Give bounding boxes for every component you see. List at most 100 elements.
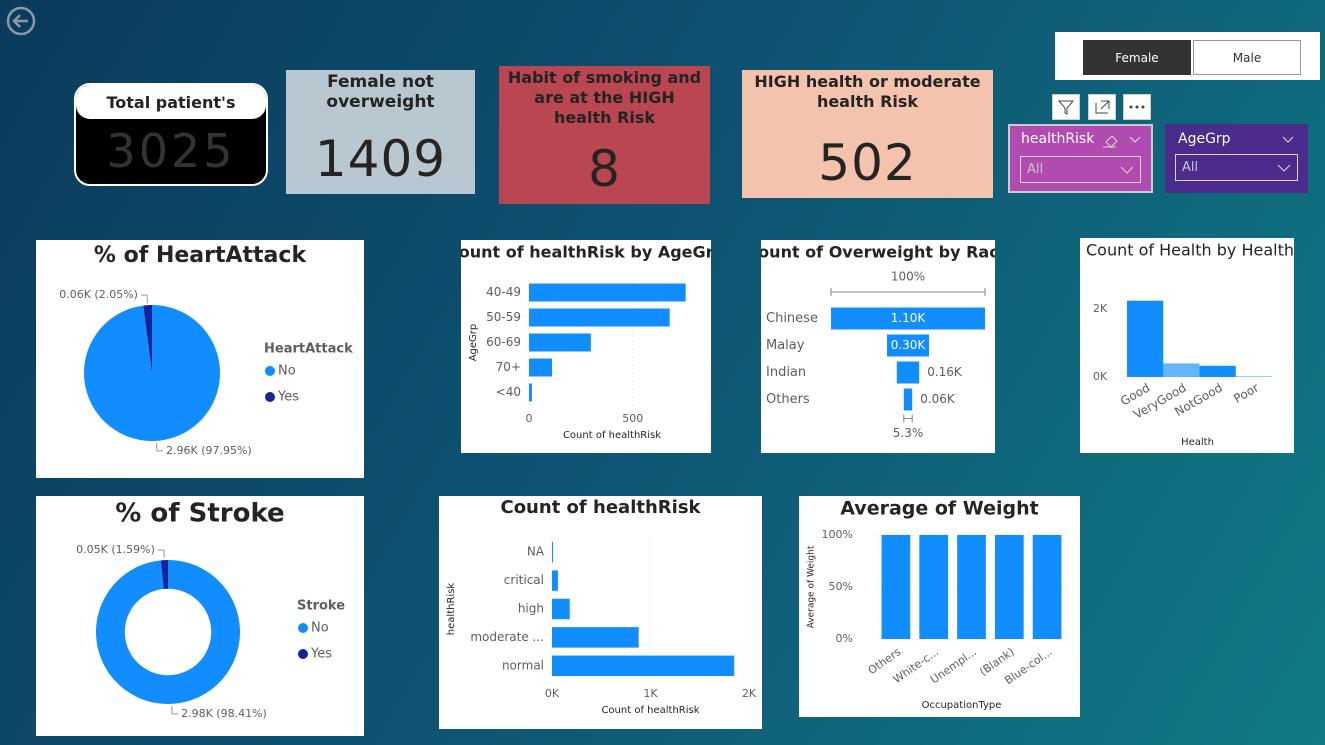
- chart-panel: Count of healthRisk by AgeGrp 0 500 40-49 50…: [461, 240, 711, 453]
- area-step: [1127, 300, 1164, 377]
- bar: [552, 570, 558, 591]
- kpi-value: 1409: [314, 130, 447, 188]
- legend-title: Stroke: [297, 599, 345, 614]
- data-label: 2.98K (98.41%): [181, 707, 267, 720]
- bar: [957, 535, 986, 639]
- category-label: Indian: [766, 365, 806, 380]
- slicer-value: All: [1027, 162, 1044, 177]
- chart-panel: Count of Health by Health 0K 2K Good VeryGoo…: [1080, 238, 1294, 453]
- bar: [994, 535, 1024, 639]
- slicer[interactable]: healthRisk All: [1008, 124, 1153, 193]
- legend-label: Yes: [310, 647, 332, 662]
- funnel-bracket: [903, 414, 913, 423]
- y-tick-label: 40-49: [486, 285, 521, 299]
- slice: [83, 305, 220, 441]
- chart: Count of Health by Health0K2KGoodVeryGoo…: [1086, 241, 1294, 449]
- legend-marker: [265, 366, 275, 376]
- slicer-icons: [1103, 135, 1141, 148]
- y-tick-label: 100%: [822, 528, 853, 541]
- funnel-bar: [896, 361, 920, 384]
- bar: [552, 598, 570, 620]
- more-icon[interactable]: [1123, 94, 1151, 120]
- bar: [529, 358, 553, 377]
- y-tick-label: high: [518, 602, 544, 616]
- y-axis-title: healthRisk: [446, 583, 457, 636]
- slice: [143, 305, 152, 373]
- bar: [552, 655, 735, 677]
- funnel-bar: [831, 307, 985, 330]
- x-axis-title: OccupationType: [922, 700, 1002, 711]
- legend-label: Yes: [277, 390, 299, 405]
- slicer-title: AgeGrp: [1178, 131, 1231, 147]
- filter-icon[interactable]: [1052, 94, 1080, 120]
- chart: Count of healthRisk 0K 1K 2K NA critical high m…: [446, 497, 757, 716]
- gender-toggle: Female Male: [1055, 32, 1320, 80]
- chart-title: Count of healthRisk by AgeGrp: [461, 243, 711, 262]
- leader-line: [156, 442, 164, 452]
- toggle-button[interactable]: Male: [1193, 40, 1301, 75]
- x-tick-label: Poor: [1231, 380, 1261, 405]
- chart-title: Count of healthRisk: [500, 497, 701, 518]
- bar: [552, 541, 553, 563]
- bar: [881, 535, 911, 639]
- y-tick-label: 0%: [836, 632, 853, 645]
- bar: [529, 308, 670, 327]
- kpi-title: Total patient's: [76, 85, 266, 119]
- leader-line: [157, 549, 165, 559]
- kpi-value: 502: [818, 134, 917, 192]
- x-axis-title: Count of healthRisk: [563, 430, 661, 441]
- legend-marker: [265, 392, 275, 402]
- x-tick-label: 2K: [742, 687, 757, 700]
- legend-marker: [298, 623, 308, 633]
- y-tick-label: 2K: [1093, 302, 1108, 315]
- chart-title: Count of Health by Health: [1086, 241, 1294, 260]
- chart-title: Count of Overweight by Race: [761, 243, 995, 262]
- funnel-bar: [903, 388, 913, 411]
- y-tick-label: moderate ...: [470, 630, 544, 644]
- focus-icon[interactable]: [1088, 94, 1116, 120]
- chart-panel: % of Stroke 2.98K (98.41%) 0.05K (1.59%) St…: [36, 496, 364, 736]
- slicer[interactable]: AgeGrp All: [1165, 124, 1308, 193]
- chart-panel: Count of Overweight by Race 100% Chinese 1.…: [761, 240, 995, 453]
- data-label: 1.10K: [891, 311, 927, 325]
- legend-label: No: [311, 621, 329, 636]
- data-label: 0.06K (2.05%): [59, 288, 138, 301]
- legend-marker: [298, 649, 308, 659]
- data-label: 0.06K: [920, 392, 956, 406]
- funnel-bracket: [830, 288, 986, 296]
- slicer-icons: [1282, 136, 1294, 143]
- y-tick-label: critical: [504, 573, 544, 587]
- legend-title: HeartAttack: [264, 342, 353, 357]
- data-label: 0.30K: [891, 338, 927, 352]
- slicer-dropdown[interactable]: All: [1020, 156, 1141, 183]
- bar: [529, 283, 686, 302]
- funnel-bar: [887, 334, 929, 357]
- y-tick-label: NA: [527, 545, 545, 559]
- x-tick-label: 1K: [643, 687, 658, 700]
- leader-line: [171, 705, 179, 715]
- kpi-title: Female not overweight: [326, 72, 435, 112]
- kpi-card: Total patient's 3025: [74, 83, 268, 186]
- chart-panel: % of HeartAttack 2.96K (97.95%) 0.06K (2.0…: [36, 240, 364, 478]
- bar: [552, 627, 639, 648]
- y-tick-label: 50-59: [486, 310, 521, 324]
- kpi-title: HIGH health or moderate health Risk: [754, 72, 981, 111]
- chart: Average of Weight0%50%100%OthersWhite-c.…: [807, 498, 1066, 711]
- chart: Count of healthRisk by AgeGrp 0 500 40-49 50…: [461, 243, 711, 442]
- back-button[interactable]: [5, 5, 37, 37]
- slicer-title: healthRisk: [1021, 131, 1095, 147]
- area-step: [1199, 365, 1236, 377]
- slicer-dropdown[interactable]: All: [1175, 154, 1298, 181]
- bar: [529, 383, 532, 402]
- toggle-button[interactable]: Female: [1083, 40, 1191, 75]
- chart-title: % of HeartAttack: [94, 243, 308, 268]
- data-label: 0.16K: [927, 365, 963, 379]
- chart: Count of Overweight by Race 100% Chinese 1.…: [761, 243, 995, 441]
- area-step: [1163, 363, 1200, 377]
- y-tick-label: 0K: [1093, 370, 1108, 383]
- x-axis-title: Count of healthRisk: [601, 705, 699, 716]
- kpi-card: HIGH health or moderate health Risk 502: [742, 70, 993, 198]
- y-axis-title: AgeGrp: [468, 324, 479, 362]
- category-label: Malay: [766, 338, 805, 353]
- chart-panel: Average of Weight 0% 50% 100% Others White-c.…: [799, 496, 1080, 717]
